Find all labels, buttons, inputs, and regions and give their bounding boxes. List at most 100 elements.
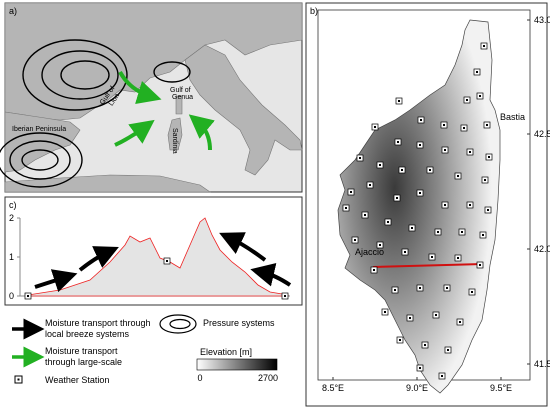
weather-station-dot — [479, 95, 481, 97]
weather-station-dot — [463, 127, 465, 129]
weather-station-dot — [457, 175, 459, 177]
ellipse — [153, 61, 191, 83]
weather-station-dot — [447, 349, 449, 351]
panel-b: b) Ajaccio Bastia 43.0°N 42.5°N 42.0°N 41.5… — [24, 2, 550, 407]
path — [118, 70, 162, 105]
station-icon-dot — [17, 378, 20, 381]
y-tick-label: 1 — [9, 252, 14, 262]
weather-station-dot — [419, 287, 421, 289]
weather-station-dot — [350, 191, 352, 193]
breeze-arrows — [34, 232, 292, 293]
weather-station-dot — [420, 119, 422, 121]
weather-station-dot — [431, 256, 433, 258]
path — [250, 263, 292, 287]
weather-station-dot — [399, 339, 401, 341]
corsica — [337, 19, 501, 394]
land-africa — [4, 174, 211, 193]
weather-station-dot — [484, 179, 486, 181]
weather-station-dot — [469, 151, 471, 153]
weather-station-dot — [284, 295, 286, 297]
map-frame — [317, 9, 531, 381]
profile-line — [372, 263, 484, 268]
panel-label: b) — [310, 6, 318, 16]
legend-text: Moisture transport through — [45, 318, 151, 328]
panel-c: c) 0 1 2 — [4, 196, 303, 306]
weather-station-dot — [459, 321, 461, 323]
path — [219, 232, 267, 262]
weather-station-dot — [401, 169, 403, 171]
weather-station-dot — [419, 144, 421, 146]
weather-station-dot — [398, 100, 400, 102]
panel-label: c) — [9, 200, 17, 210]
weather-station-dot — [461, 231, 463, 233]
city-label: Ajaccio — [355, 247, 384, 257]
weather-station-dot — [345, 207, 347, 209]
land-sardinia — [167, 117, 183, 151]
lat-label: 42.0°N — [534, 244, 550, 254]
weather-station-dot — [396, 197, 398, 199]
weather-station-dot — [471, 291, 473, 293]
weather-station-dot — [354, 239, 356, 241]
weather-station-dot — [404, 251, 406, 253]
weather-station-dot — [397, 141, 399, 143]
weather-station-dot — [374, 126, 376, 128]
weather-station-dot — [444, 204, 446, 206]
lat-label: 42.5°N — [534, 129, 550, 139]
weather-station-dot — [359, 157, 361, 159]
ellipse — [22, 39, 128, 111]
land-italy — [184, 44, 303, 176]
y-tick-label: 2 — [9, 213, 14, 223]
g: 43.0°N 42.5°N 42.0°N 41.5°N 8.5°E 9.0°E 9.5°E — [322, 15, 550, 393]
weather-station-dot — [369, 184, 371, 186]
ellipse — [159, 314, 197, 334]
colorbar-title: Elevation [m] — [200, 347, 252, 357]
colorbar-min: 0 — [197, 373, 202, 383]
place-label: Iberian Peninsula — [12, 126, 66, 133]
ellipse — [9, 140, 71, 180]
weather-station-dot — [411, 227, 413, 229]
weather-station-dot — [483, 45, 485, 47]
weather-station-dot — [419, 192, 421, 194]
path — [188, 114, 215, 151]
weather-station-dot — [394, 289, 396, 291]
g: 0 1 2 — [9, 213, 20, 301]
weather-station-dot — [457, 257, 459, 259]
pressure-icon — [159, 314, 197, 334]
weather-station-dot — [364, 214, 366, 216]
weather-station-dot — [419, 367, 421, 369]
ellipse — [21, 149, 59, 171]
ellipse — [41, 50, 119, 100]
weather-station-dot — [486, 124, 488, 126]
weather-station-dot — [487, 209, 489, 211]
weather-station-dot — [429, 169, 431, 171]
land-corsica — [175, 95, 183, 115]
ellipse — [60, 60, 110, 90]
ellipse — [0, 132, 83, 188]
path — [34, 269, 78, 293]
place-label: Genua — [172, 94, 193, 101]
weather-station-dot — [482, 234, 484, 236]
lat-label: 41.5°N — [534, 359, 550, 369]
weather-station-dot — [387, 221, 389, 223]
weather-station-dot — [424, 344, 426, 346]
legend-text: local breeze systems — [45, 329, 130, 339]
weather-station-dot — [379, 244, 381, 246]
large-scale-arrows — [114, 70, 215, 151]
place-label: Sardinia — [171, 128, 178, 154]
lon-label: 9.0°E — [406, 383, 428, 393]
weather-station-dot — [469, 204, 471, 206]
lat-label: 43.0°N — [534, 15, 550, 25]
legend-text: Weather Station — [45, 375, 109, 385]
weather-station-dot — [443, 124, 445, 126]
weather-station-dot — [27, 295, 29, 297]
city-label: Bastia — [500, 112, 525, 122]
path — [78, 246, 119, 272]
weather-station-dot — [437, 231, 439, 233]
weather-station-dot — [446, 287, 448, 289]
colorbar — [196, 358, 278, 371]
y-tick-label: 0 — [9, 291, 14, 301]
panel-a: a) Iberian Peninsula Gulf of Lion Gulf o… — [0, 2, 303, 193]
legend: Moisture transport through local breeze … — [12, 314, 278, 385]
weather-station-dot — [466, 99, 468, 101]
